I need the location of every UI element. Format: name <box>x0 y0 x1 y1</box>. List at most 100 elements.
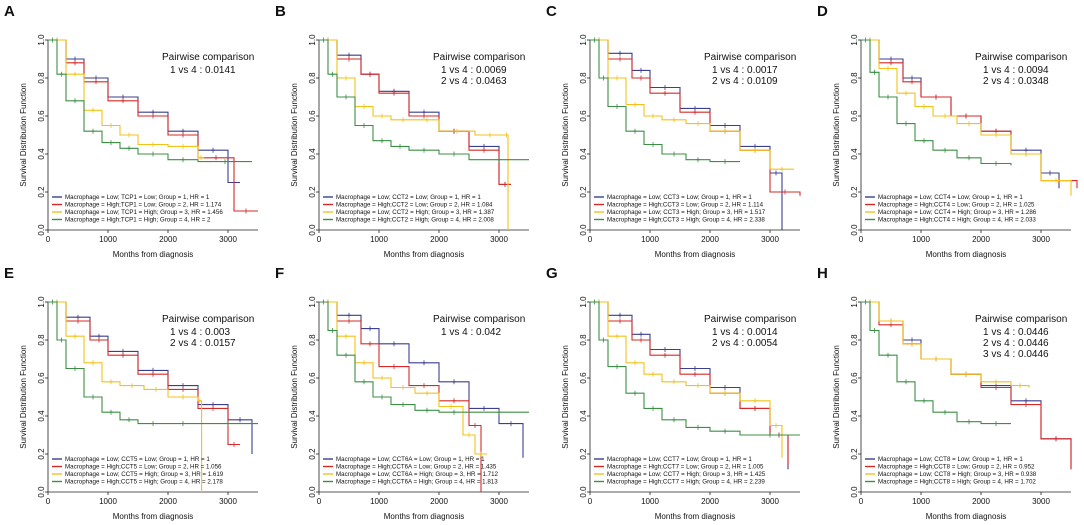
y-axis-label: Survival Distribution Function <box>290 345 299 449</box>
pairwise-title: Pairwise comparison <box>975 52 1067 63</box>
x-tick-label: 0 <box>46 497 51 506</box>
censor-mark <box>1054 178 1058 184</box>
x-axis-label: Months from diagnosis <box>384 250 464 259</box>
censor-mark <box>994 161 998 166</box>
x-tick-label: 2000 <box>701 235 719 244</box>
y-axis-label: Survival Distribution Function <box>561 345 570 449</box>
censor-mark <box>380 113 384 119</box>
legend-entry: Macrophage = High;CCT5 = Low; Group = 2,… <box>65 464 222 471</box>
y-tick-label: 0.4 <box>579 148 588 160</box>
x-tick-label: 1000 <box>912 235 930 244</box>
km-chart-f: F 0.0 0.2 0.4 0.6 0.8 1.0 0 1000 2000 3000 Months f… <box>275 265 529 521</box>
censor-mark <box>488 132 492 138</box>
censor-mark <box>967 121 971 127</box>
censor-mark <box>696 121 700 127</box>
y-tick-label: 0.0 <box>37 486 46 498</box>
censor-mark <box>639 331 643 337</box>
censor-mark <box>238 417 242 423</box>
censor-mark <box>723 390 727 396</box>
censor-mark <box>723 123 727 128</box>
censor-mark <box>330 328 335 333</box>
legend-entry: Macrophage = Low; CCT6A = Low; Group = 1… <box>336 456 485 463</box>
pairwise-p-value: 2 vs 4 : 0.0446 <box>983 338 1049 349</box>
censor-mark <box>651 371 655 377</box>
x-tick-label: 2000 <box>159 235 177 244</box>
panel-label: C <box>546 3 557 20</box>
censor-mark <box>753 405 757 411</box>
censor-mark <box>151 113 155 119</box>
censor-mark <box>934 94 938 100</box>
km-chart-a: A 0.0 0.2 0.4 0.6 0.8 1.0 0 1000 2000 3000 Months f… <box>4 3 258 259</box>
x-axis-label: Months from diagnosis <box>113 512 193 521</box>
censor-mark <box>497 157 501 163</box>
censor-mark <box>774 170 778 176</box>
x-tick-label: 0 <box>859 235 864 244</box>
censor-mark <box>130 383 134 389</box>
y-tick-label: 0.6 <box>579 110 588 122</box>
y-axis-label: Survival Distribution Function <box>290 83 299 187</box>
censor-mark <box>452 151 456 157</box>
x-axis-label: Months from diagnosis <box>655 512 735 521</box>
censor-mark <box>181 394 185 400</box>
censor-mark <box>467 432 471 438</box>
censor-mark <box>154 386 158 392</box>
censor-mark <box>109 409 113 415</box>
censor-mark <box>127 417 131 423</box>
pairwise-p-value: 2 vs 4 : 0.0109 <box>712 76 778 87</box>
censor-mark <box>422 383 426 389</box>
censor-mark <box>592 37 597 43</box>
censor-mark <box>723 428 727 434</box>
censor-mark <box>651 142 655 147</box>
x-tick-label: 0 <box>317 235 322 244</box>
y-tick-label: 1.0 <box>579 34 588 46</box>
censor-mark <box>344 75 348 81</box>
censor-mark <box>1024 151 1028 157</box>
y-tick-label: 0.0 <box>579 486 588 498</box>
survival-curve-group-1 <box>319 301 524 458</box>
y-tick-label: 0.4 <box>850 410 859 422</box>
censor-mark <box>753 398 757 404</box>
censor-mark <box>73 366 77 371</box>
censor-mark <box>401 402 405 408</box>
legend-entry: Macrophage = Low; TCP1 = High; Group = 3… <box>65 209 223 216</box>
x-tick-label: 2000 <box>159 497 177 506</box>
censor-mark <box>904 121 908 127</box>
censor-mark <box>886 66 890 71</box>
censor-mark <box>663 352 667 358</box>
legend-entry: Macrophage = High;CCT4 = High; Group = 4… <box>878 217 1036 224</box>
y-axis-label: Survival Distribution Function <box>19 83 28 187</box>
censor-mark <box>425 117 429 123</box>
censor-mark <box>344 352 348 358</box>
x-tick-label: 2000 <box>701 497 719 506</box>
censor-mark <box>886 352 890 358</box>
panel-label: H <box>817 265 828 282</box>
panel-label: F <box>275 265 284 282</box>
censor-mark <box>615 364 619 370</box>
y-tick-label: 1.0 <box>308 34 317 46</box>
censor-mark <box>347 312 351 318</box>
censor-mark <box>615 104 619 109</box>
censor-mark <box>401 117 405 123</box>
legend-entry: Macrophage = Low; CCT7 = High; Group = 3… <box>607 471 766 478</box>
y-tick-label: 0.6 <box>308 110 317 122</box>
y-tick-label: 0.4 <box>37 410 46 422</box>
censor-mark <box>967 155 971 161</box>
censor-mark <box>618 318 622 324</box>
legend-entry: Macrophage = High;CCT8 = High; Group = 4… <box>878 479 1036 486</box>
x-tick-label: 1000 <box>641 497 659 506</box>
y-tick-label: 0.0 <box>850 486 859 498</box>
y-axis-label: Survival Distribution Function <box>561 83 570 187</box>
censor-mark <box>783 189 787 195</box>
km-chart-e: E 0.0 0.2 0.4 0.6 0.8 1.0 0 1000 2000 3000 Months f… <box>4 265 258 521</box>
censor-mark <box>244 208 248 214</box>
censor-mark <box>482 147 486 153</box>
legend-entry: Macrophage = Low; TCP1 = Low; Group = 1,… <box>65 194 210 201</box>
censor-mark <box>73 60 77 66</box>
censor-mark <box>425 390 429 396</box>
y-tick-label: 0.2 <box>850 186 859 198</box>
y-tick-label: 0.4 <box>579 410 588 422</box>
censor-mark <box>863 299 868 305</box>
survival-curve-group-3 <box>48 301 203 492</box>
censor-mark <box>91 394 95 400</box>
censor-mark <box>151 421 155 427</box>
